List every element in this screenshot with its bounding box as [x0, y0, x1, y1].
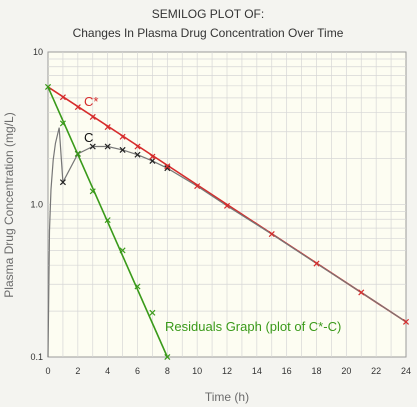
marker-stroke — [149, 309, 156, 316]
residual-point — [44, 83, 52, 90]
x-tick-label: 0 — [45, 366, 50, 376]
x-tick-label: 20 — [341, 366, 351, 376]
x-tick-label: 18 — [311, 366, 321, 376]
marker-stroke — [104, 143, 111, 150]
marker-stroke — [134, 283, 141, 290]
marker-stroke — [223, 202, 231, 209]
c-point — [104, 143, 111, 150]
x-tick-label: 4 — [105, 366, 110, 376]
chart-title: SEMILOG PLOT OF: — [152, 7, 264, 21]
grid — [48, 52, 406, 357]
x-tick-label: 12 — [222, 366, 232, 376]
cstar-annotation: C* — [84, 94, 98, 109]
residual-point — [149, 309, 156, 316]
marker-stroke — [358, 289, 365, 296]
cstar-point — [194, 183, 201, 190]
cstar-point — [89, 113, 96, 120]
y-tick-label: 1.0 — [30, 200, 43, 210]
residuals-annotation: Residuals Graph (plot of C*-C) — [165, 319, 341, 334]
marker-stroke — [134, 143, 141, 150]
residual-point — [104, 217, 111, 224]
c-point — [134, 151, 141, 158]
x-tick-label: 16 — [282, 366, 292, 376]
residual-point — [164, 353, 171, 361]
c-point — [119, 146, 126, 153]
marker-stroke — [119, 247, 126, 254]
marker-stroke — [164, 165, 171, 172]
cstar-point — [119, 133, 126, 140]
marker-stroke — [104, 217, 111, 224]
x-axis-label: Time (h) — [205, 390, 249, 404]
c-annotation: C — [84, 130, 93, 145]
marker-stroke — [104, 124, 111, 131]
marker-stroke — [89, 188, 96, 195]
marker-stroke — [164, 353, 171, 361]
marker-stroke — [59, 120, 66, 127]
series-lines — [47, 86, 407, 358]
marker-stroke — [268, 231, 275, 238]
marker-stroke — [59, 179, 66, 186]
c-point — [59, 179, 66, 186]
marker-stroke — [89, 113, 96, 120]
residual-line — [47, 86, 169, 358]
chart-subtitle: Changes In Plasma Drug Concentration Ove… — [73, 26, 344, 40]
cstar-point — [402, 318, 410, 325]
cstar-point — [59, 94, 66, 101]
marker-stroke — [134, 151, 141, 158]
marker-stroke — [89, 143, 96, 150]
cstar-point — [104, 124, 111, 131]
x-tick-label: 14 — [252, 366, 262, 376]
residual-point — [119, 247, 126, 254]
cstar-point — [313, 260, 320, 267]
cstar-point — [268, 231, 275, 238]
residual-point — [134, 283, 141, 290]
x-tick-label: 10 — [192, 366, 202, 376]
x-tick-label: 24 — [401, 366, 411, 376]
marker-stroke — [149, 157, 156, 164]
c-point — [149, 157, 156, 164]
marker-stroke — [164, 163, 171, 170]
cstar-point — [134, 143, 141, 150]
marker-stroke — [44, 83, 52, 90]
x-tick-label: 22 — [371, 366, 381, 376]
c-point — [89, 143, 96, 150]
cstar-point — [74, 104, 81, 111]
cstar-point — [164, 163, 171, 170]
marker-stroke — [402, 318, 410, 325]
axis-ticks: 0 2 4 6 8 10 12 14 16 18 20 22 240.11.010 — [30, 47, 411, 376]
residual-point — [74, 150, 81, 157]
cstar-point — [223, 202, 231, 209]
marker-stroke — [119, 133, 126, 140]
marker-stroke — [194, 183, 201, 190]
marker-stroke — [119, 146, 126, 153]
cstar-point — [358, 289, 365, 296]
marker-stroke — [74, 104, 81, 111]
data-markers — [44, 83, 410, 361]
x-tick-label: 6 — [135, 366, 140, 376]
residual-point — [59, 120, 66, 127]
residual-point — [89, 188, 96, 195]
y-tick-label: 0.1 — [30, 352, 43, 362]
marker-stroke — [313, 260, 320, 267]
cstar-point — [149, 153, 156, 160]
x-tick-label: 2 — [75, 366, 80, 376]
c-point — [164, 165, 171, 172]
c-curve — [47, 127, 407, 358]
marker-stroke — [59, 94, 66, 101]
y-tick-label: 10 — [33, 47, 43, 57]
x-tick-label: 8 — [165, 366, 170, 376]
y-axis-label: Plasma Drug Concentration (mg/L) — [2, 112, 16, 297]
marker-stroke — [74, 150, 81, 157]
marker-stroke — [149, 153, 156, 160]
